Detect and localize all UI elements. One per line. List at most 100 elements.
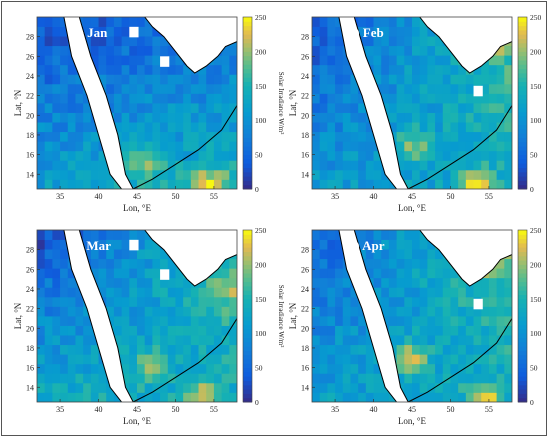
colorbar-step bbox=[518, 255, 527, 261]
heatmap-cell bbox=[37, 93, 46, 104]
heatmap-cell bbox=[373, 230, 382, 240]
heatmap-cell bbox=[229, 93, 237, 104]
heatmap-cell bbox=[319, 179, 328, 189]
heatmap-cell bbox=[113, 249, 123, 260]
heatmap-cell bbox=[75, 169, 84, 180]
heatmap-cell bbox=[160, 179, 169, 189]
heatmap-cell bbox=[167, 112, 176, 123]
heatmap-cell bbox=[450, 179, 459, 189]
heatmap-cell bbox=[44, 382, 53, 393]
heatmap-cell bbox=[396, 354, 405, 365]
heatmap-cell bbox=[342, 55, 351, 66]
colorbar-tick-label: 150 bbox=[255, 82, 267, 91]
heatmap-cell bbox=[388, 17, 398, 27]
heatmap-cell bbox=[458, 373, 467, 384]
heatmap-cell bbox=[365, 230, 374, 240]
heatmap-cell bbox=[435, 36, 444, 47]
heatmap-cell bbox=[319, 268, 328, 279]
colorbar-step bbox=[243, 163, 252, 168]
heatmap-cell bbox=[335, 306, 344, 317]
heatmap-cell bbox=[75, 344, 84, 355]
heatmap-cell bbox=[144, 45, 153, 56]
heatmap-cell bbox=[229, 141, 237, 152]
heatmap-cell bbox=[183, 363, 192, 374]
heatmap-cell bbox=[435, 335, 444, 346]
heatmap-cell bbox=[419, 55, 428, 66]
heatmap-cell bbox=[37, 122, 46, 133]
heatmap-cell bbox=[190, 344, 199, 355]
colorbar-step bbox=[518, 184, 527, 190]
heatmap-cell bbox=[350, 354, 359, 365]
colorbar-step bbox=[518, 371, 527, 377]
heatmap-cell bbox=[381, 93, 390, 104]
heatmap-cell bbox=[121, 306, 130, 317]
heatmap-cell bbox=[60, 230, 69, 240]
heatmap-cell bbox=[458, 354, 467, 365]
colorbar-tick-label: 250 bbox=[530, 226, 542, 235]
heatmap-cell bbox=[90, 122, 99, 133]
heatmap-cell bbox=[206, 277, 215, 288]
heatmap-cell bbox=[98, 287, 107, 298]
heatmap-cell bbox=[488, 382, 498, 393]
heatmap-cell bbox=[450, 335, 459, 346]
heatmap-cell bbox=[473, 392, 482, 402]
heatmap-cell bbox=[504, 354, 512, 365]
x-tick-label: 55 bbox=[485, 405, 493, 414]
heatmap-cell bbox=[152, 112, 161, 123]
heatmap-cell bbox=[419, 392, 428, 402]
heatmap-cell bbox=[167, 316, 176, 326]
heatmap-cell bbox=[144, 306, 153, 317]
heatmap-cell bbox=[175, 373, 184, 384]
heatmap-cell bbox=[404, 373, 413, 384]
heatmap-cell bbox=[206, 74, 215, 85]
heatmap-cell bbox=[412, 392, 421, 402]
heatmap-cell bbox=[396, 122, 405, 133]
heatmap-cell bbox=[404, 249, 413, 260]
heatmap-cell bbox=[129, 150, 138, 161]
heatmap-cell bbox=[52, 141, 61, 152]
heatmap-cell bbox=[167, 268, 176, 279]
heatmap-cell bbox=[465, 373, 474, 384]
heatmap-cell bbox=[396, 268, 405, 279]
heatmap-cell bbox=[504, 122, 512, 133]
heatmap-cell bbox=[312, 287, 321, 298]
heatmap-cell bbox=[442, 258, 451, 269]
heatmap-cell bbox=[319, 363, 328, 374]
heatmap-cell bbox=[213, 131, 223, 142]
heatmap-cell bbox=[137, 83, 146, 94]
heatmap-cell bbox=[342, 344, 351, 355]
heatmap-cell bbox=[60, 160, 69, 171]
heatmap-cell bbox=[60, 306, 69, 317]
heatmap-cell bbox=[335, 287, 344, 298]
heatmap-cell bbox=[458, 150, 467, 161]
y-axis-label: Lat, °N bbox=[288, 89, 298, 116]
colorbar-step bbox=[243, 294, 252, 300]
heatmap-cell bbox=[152, 239, 161, 250]
heatmap-cell bbox=[396, 335, 405, 346]
heatmap-cell bbox=[465, 74, 474, 85]
heatmap-cell bbox=[496, 45, 505, 56]
heatmap-cell bbox=[473, 103, 482, 113]
heatmap-cell bbox=[327, 258, 336, 269]
heatmap-cell bbox=[183, 150, 192, 161]
heatmap-cell bbox=[221, 141, 230, 152]
heatmap-cell bbox=[129, 325, 138, 336]
heatmap-cell bbox=[221, 160, 230, 171]
colorbar-step bbox=[518, 55, 527, 61]
heatmap-cell bbox=[221, 103, 230, 113]
heatmap-cell bbox=[83, 112, 92, 123]
heatmap-cell bbox=[388, 74, 398, 85]
colorbar-step bbox=[518, 141, 527, 147]
heatmap-cell bbox=[335, 373, 344, 384]
heatmap-cell bbox=[37, 17, 46, 27]
x-axis-label: Lon, °E bbox=[398, 203, 427, 213]
figure-frame: 35 40 45 50 55 14 16 18 20 22 24 26 28 Lon, °E Lat, °N… bbox=[1, 1, 547, 436]
heatmap-cell bbox=[60, 93, 69, 104]
heatmap-cell bbox=[358, 249, 367, 260]
colorbar-step bbox=[518, 180, 527, 186]
heatmap-cell bbox=[442, 344, 451, 355]
heatmap-cell bbox=[144, 316, 153, 326]
colorbar-step bbox=[518, 124, 527, 130]
heatmap-cell bbox=[358, 141, 367, 152]
